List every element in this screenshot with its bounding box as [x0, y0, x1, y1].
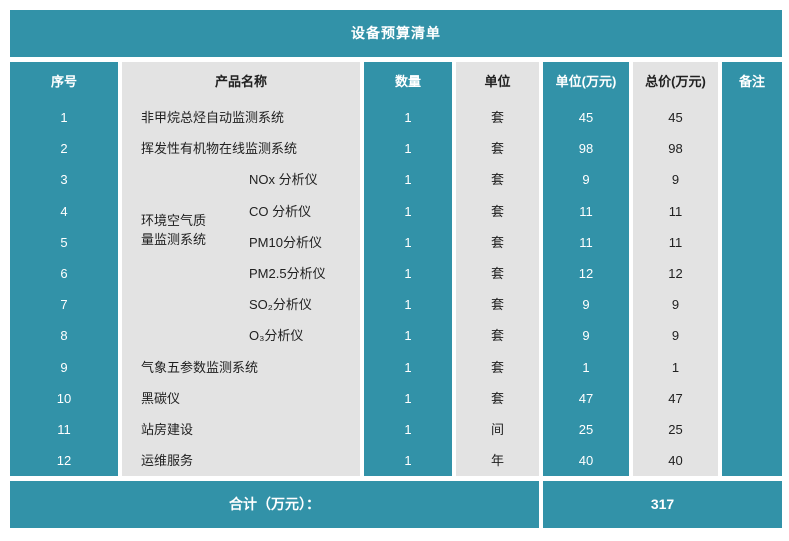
remark-cell [722, 289, 782, 321]
unit-cell: 套 [456, 351, 539, 383]
unit-price-cell: 45 [543, 102, 629, 134]
quantity-cell: 1 [364, 257, 452, 290]
column-header-no: 序号 [10, 62, 118, 102]
quantity-cell: 1 [364, 413, 452, 446]
column-header-product-name: 产品名称 [122, 62, 360, 102]
total-price-cell: 11 [633, 226, 718, 258]
unit-cell: 套 [456, 289, 539, 321]
quantity-cell: 1 [364, 382, 452, 414]
unit-cell: 套 [456, 133, 539, 165]
quantity-cell: 1 [364, 133, 452, 165]
product-name-cell: 运维服务 [122, 445, 360, 477]
total-price-cell: 45 [633, 102, 718, 134]
unit-cell: 年 [456, 445, 539, 477]
row-number-cell: 6 [10, 257, 118, 290]
row-number-cell: 2 [10, 133, 118, 165]
quantity-cell: 1 [364, 289, 452, 321]
row-number-cell: 8 [10, 320, 118, 352]
remark-cell [722, 382, 782, 414]
product-name-cell: 站房建设 [122, 413, 360, 446]
unit-cell: 套 [456, 257, 539, 290]
unit-price-cell: 11 [543, 195, 629, 227]
group-item: O₃分析仪 [249, 328, 304, 344]
product-name-cell: 挥发性有机物在线监测系统 [122, 133, 360, 165]
total-price-cell: 11 [633, 195, 718, 227]
column-header-total-price: 总价(万元) [633, 62, 718, 102]
unit-price-cell: 9 [543, 164, 629, 196]
row-number-cell: 9 [10, 351, 118, 383]
row-number-cell: 3 [10, 164, 118, 196]
column-header-remark: 备注 [722, 62, 782, 102]
group-item: PM2.5分析仪 [249, 265, 326, 281]
unit-cell: 套 [456, 382, 539, 414]
remark-cell [722, 195, 782, 227]
row-number-cell: 12 [10, 445, 118, 477]
row-number-cell: 1 [10, 102, 118, 134]
unit-cell: 套 [456, 195, 539, 227]
quantity-cell: 1 [364, 445, 452, 477]
quantity-cell: 1 [364, 320, 452, 352]
unit-price-cell: 98 [543, 133, 629, 165]
row-number-cell: 10 [10, 382, 118, 414]
total-price-cell: 9 [633, 164, 718, 196]
quantity-cell: 1 [364, 226, 452, 258]
total-price-cell: 12 [633, 257, 718, 290]
remark-cell [722, 413, 782, 446]
page-title: 设备预算清单 [10, 10, 782, 57]
unit-price-cell: 47 [543, 382, 629, 414]
unit-cell: 套 [456, 226, 539, 258]
unit-price-cell: 12 [543, 257, 629, 290]
remark-cell [722, 226, 782, 258]
unit-price-cell: 40 [543, 445, 629, 477]
remark-cell [722, 257, 782, 290]
group-item: CO 分析仪 [249, 203, 312, 219]
quantity-cell: 1 [364, 164, 452, 196]
unit-price-cell: 9 [543, 289, 629, 321]
group-item: NOx 分析仪 [249, 172, 318, 188]
group-item: SO₂分析仪 [249, 297, 312, 313]
remark-cell [722, 320, 782, 352]
unit-price-cell: 11 [543, 226, 629, 258]
total-price-cell: 9 [633, 320, 718, 352]
product-name-cell: 黑碳仪 [122, 382, 360, 414]
row-number-cell: 5 [10, 226, 118, 258]
product-group-cell: 环境空气质量监测系统 NOx 分析仪 CO 分析仪 PM10分析仪 PM2.5分… [122, 164, 360, 352]
budget-table: 序号 产品名称 数量 单位 单位(万元) 总价(万元) 备注 1 非甲烷总烃自动… [10, 62, 782, 477]
total-price-cell: 1 [633, 351, 718, 383]
product-name-cell: 气象五参数监测系统 [122, 351, 360, 383]
unit-cell: 套 [456, 320, 539, 352]
column-header-unit-price: 单位(万元) [543, 62, 629, 102]
remark-cell [722, 102, 782, 134]
group-item: PM10分析仪 [249, 234, 322, 250]
remark-cell [722, 445, 782, 477]
total-price-cell: 98 [633, 133, 718, 165]
total-price-cell: 40 [633, 445, 718, 477]
row-number-cell: 11 [10, 413, 118, 446]
unit-price-cell: 9 [543, 320, 629, 352]
total-price-cell: 9 [633, 289, 718, 321]
remark-cell [722, 164, 782, 196]
footer-total-value: 317 [543, 481, 782, 528]
remark-cell [722, 351, 782, 383]
quantity-cell: 1 [364, 351, 452, 383]
column-header-unit: 单位 [456, 62, 539, 102]
product-name-cell: 非甲烷总烃自动监测系统 [122, 102, 360, 134]
unit-cell: 间 [456, 413, 539, 446]
total-price-cell: 25 [633, 413, 718, 446]
unit-cell: 套 [456, 102, 539, 134]
total-price-cell: 47 [633, 382, 718, 414]
row-number-cell: 4 [10, 195, 118, 227]
remark-cell [722, 133, 782, 165]
unit-price-cell: 1 [543, 351, 629, 383]
unit-price-cell: 25 [543, 413, 629, 446]
footer-total-label: 合计（万元）： [10, 481, 539, 528]
quantity-cell: 1 [364, 102, 452, 134]
row-number-cell: 7 [10, 289, 118, 321]
group-label: 环境空气质量监测系统 [141, 213, 207, 248]
column-header-quantity: 数量 [364, 62, 452, 102]
unit-cell: 套 [456, 164, 539, 196]
quantity-cell: 1 [364, 195, 452, 227]
